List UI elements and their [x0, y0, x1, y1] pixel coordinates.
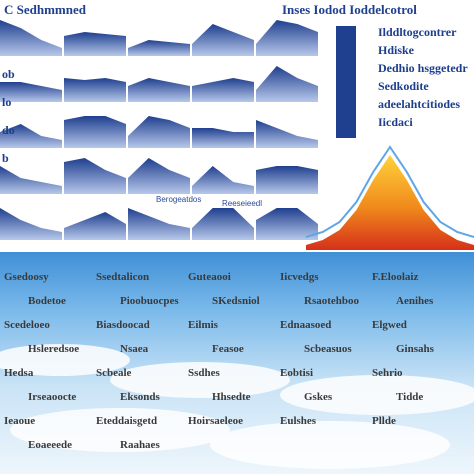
sea-label-20: Hedsa	[4, 367, 34, 379]
mini-panel-2-3	[192, 128, 254, 148]
legend-entry-1: Hdiske	[378, 43, 415, 57]
mini-label-2: Reeseieedl	[222, 199, 262, 208]
sea-label-19: Ginsahs	[396, 343, 435, 355]
mini-panel-4-4	[256, 208, 318, 240]
mini-panel-4-3	[192, 208, 254, 240]
sea-label-33: Eulshes	[280, 415, 317, 427]
chart-title-left: C Sedhmmned	[4, 2, 86, 17]
sea-label-26: Eksonds	[120, 391, 160, 403]
mini-panel-4-2	[128, 208, 190, 240]
mini-panel-1-2	[128, 78, 190, 102]
mini-panel-1-4	[256, 66, 318, 102]
mini-panel-3-1	[64, 158, 126, 194]
mini-panel-2-2	[128, 116, 190, 148]
peak-area	[306, 155, 474, 250]
sea-label-11: Biasdoocad	[96, 319, 150, 331]
sea-label-13: Ednaasoed	[280, 319, 331, 331]
sea-label-16: Nsaea	[120, 343, 149, 355]
sea-label-6: Pioobuocpes	[120, 295, 179, 307]
sea-label-34: Pllde	[372, 415, 396, 427]
legend: Ilddltogcontrer Hdiske Dedhio hsggetedr Sed…	[378, 25, 468, 129]
sea-labels: Gsedoosy Ssedtalicon Guteaooi Iicvedgs F.Elo…	[4, 271, 435, 451]
side-label-3: b	[2, 151, 9, 165]
sea-label-15: Hsleredsoe	[28, 343, 79, 355]
mini-panel-1-3	[192, 78, 254, 102]
sea-label-28: Gskes	[304, 391, 333, 403]
sea-label-14: Elgwed	[372, 319, 407, 331]
mini-panel-0-2	[128, 40, 190, 56]
mini-panel-3-3	[192, 166, 254, 194]
sea-label-0: Gsedoosy	[4, 271, 49, 283]
peak-chart	[305, 145, 474, 250]
mini-panel-3-0	[0, 166, 62, 194]
mini-panel-2-1	[64, 116, 126, 148]
sea-label-3: Iicvedgs	[280, 271, 319, 283]
sea-label-4: F.Eloolaiz	[372, 271, 418, 283]
sea-label-25: Irseaoocte	[28, 391, 76, 403]
chart-title-right: Inses Iodod Ioddelcotrol	[282, 2, 417, 17]
mini-chart-grid	[0, 20, 318, 240]
mini-panel-0-4	[256, 20, 318, 56]
sea-label-24: Sehrio	[372, 367, 403, 379]
sea-label-31: Eteddaisgetd	[96, 415, 157, 427]
peak-line	[305, 145, 474, 238]
mini-panel-2-4	[256, 120, 318, 148]
mini-panel-3-4	[256, 166, 318, 194]
legend-entry-0: Ilddltogcontrer	[378, 25, 457, 39]
mini-label-1: Berogeatdos	[156, 195, 201, 204]
mini-panel-1-1	[64, 78, 126, 102]
sea-label-35: Eoaeeede	[28, 439, 72, 451]
sea-label-8: Rsaotehboo	[304, 295, 360, 307]
legend-entry-4: adeelahtcitiodes	[378, 97, 460, 111]
sea-label-22: Ssdhes	[188, 367, 221, 379]
sea-label-10: Scedeloeo	[4, 319, 50, 331]
mini-panel-2-0	[0, 124, 62, 148]
cloud-layer	[0, 344, 474, 469]
sea-label-18: Scbeasuos	[304, 343, 352, 355]
sea-label-7: SKedsniol	[212, 295, 260, 307]
side-label-2: do	[2, 123, 15, 137]
mini-panel-4-1	[64, 212, 126, 240]
sea-label-12: Eilmis	[188, 319, 219, 331]
sea-label-2: Guteaooi	[188, 271, 231, 283]
sea-label-29: Tidde	[396, 391, 423, 403]
side-label-1: lo	[2, 95, 11, 109]
sea-label-23: Eobtisi	[280, 367, 313, 379]
sea-label-32: Hoirsaeleoe	[188, 415, 243, 427]
side-label-0: ob	[2, 67, 15, 81]
sea-label-27: Hhsedte	[212, 391, 251, 403]
mini-panel-1-0	[0, 82, 62, 102]
sea-label-5: Bodetoe	[28, 295, 66, 307]
sea-label-36: Raahaes	[120, 439, 160, 451]
side-labels: ob lo do b	[2, 67, 15, 165]
sea-label-17: Feasoe	[212, 343, 244, 355]
mini-panel-0-1	[64, 32, 126, 56]
sea-label-1: Ssedtalicon	[96, 271, 149, 283]
legend-entry-5: Iicdaci	[378, 115, 413, 129]
mini-panel-0-0	[0, 20, 62, 56]
sea-label-30: Ieaoue	[4, 415, 35, 427]
legend-entry-2: Dedhio hsggetedr	[378, 61, 468, 75]
legend-entry-3: Sedkodite	[378, 79, 429, 93]
legend-bar	[336, 26, 356, 138]
mini-panel-0-3	[192, 24, 254, 56]
sea-label-21: Scbeale	[96, 367, 132, 379]
mini-panel-3-2	[128, 158, 190, 194]
sea-label-9: Aenihes	[396, 295, 434, 307]
mini-panel-4-0	[0, 208, 62, 240]
